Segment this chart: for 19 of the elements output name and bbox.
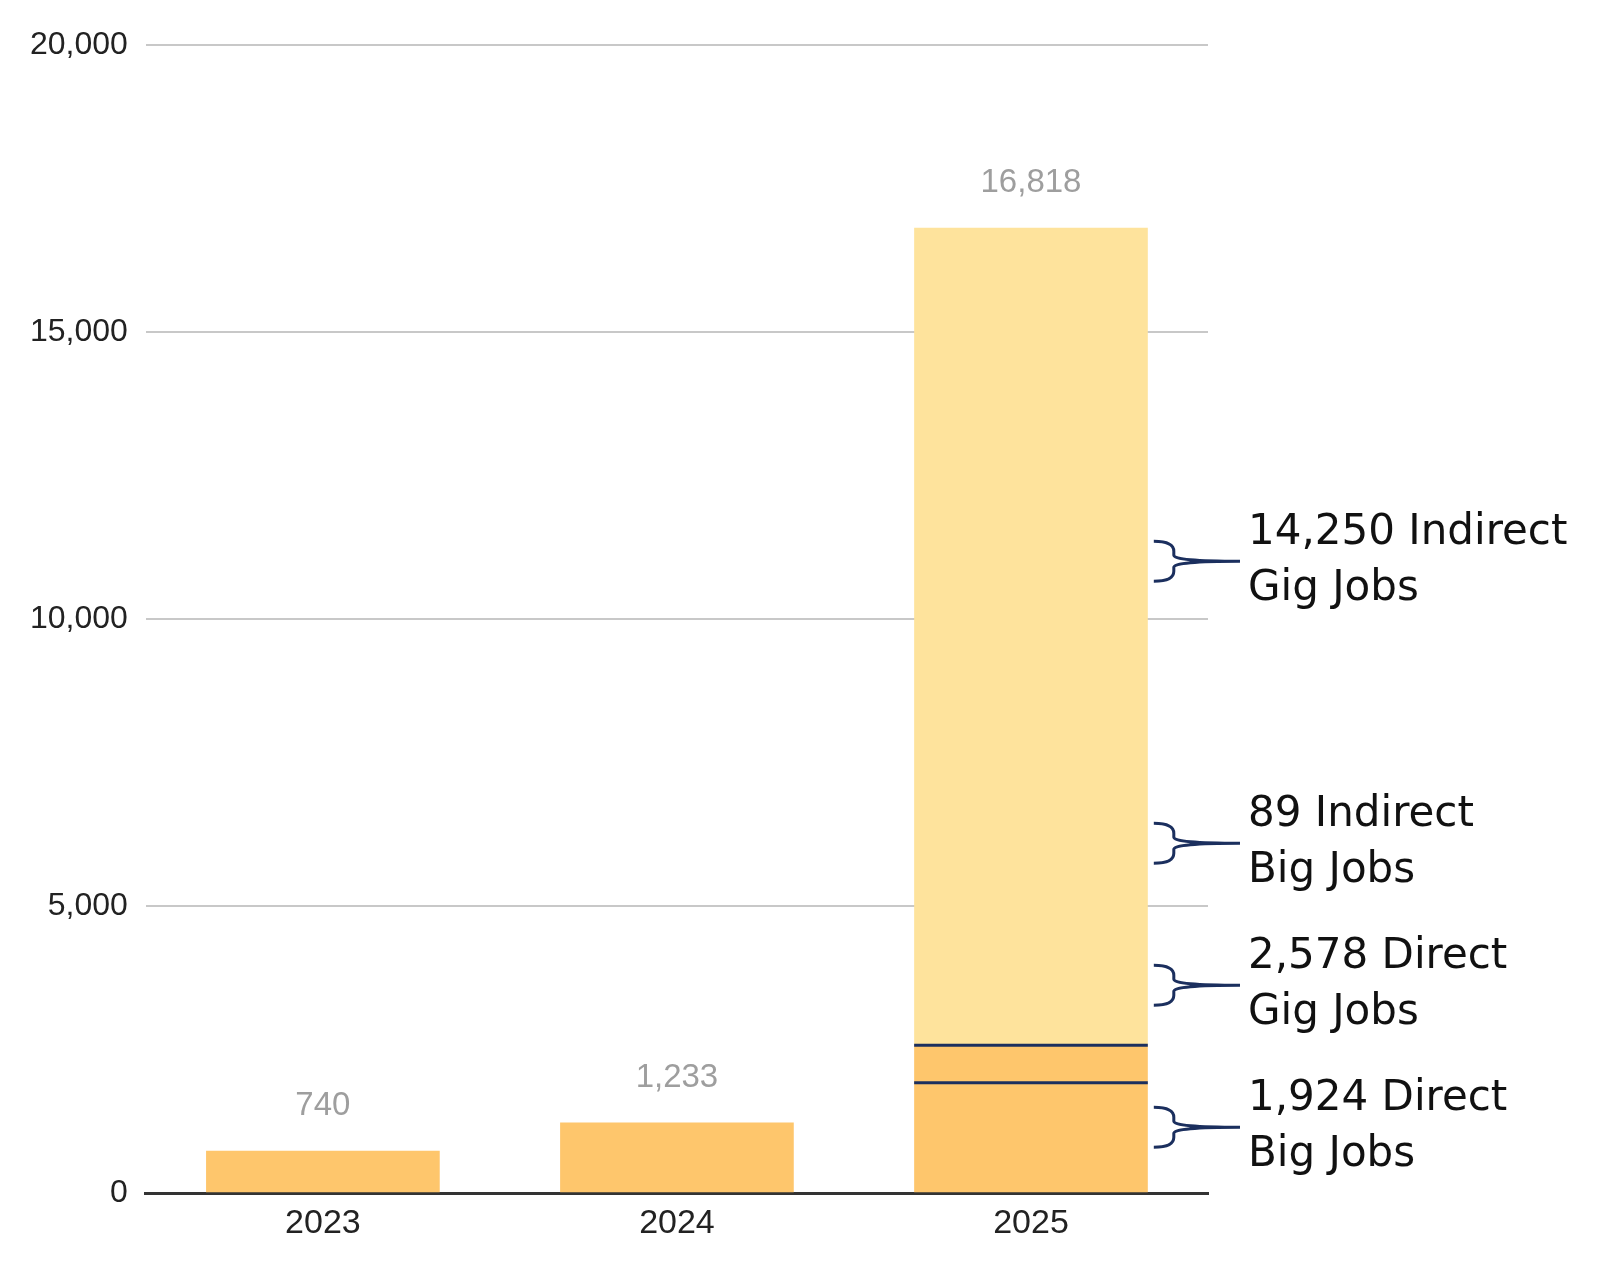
text: 14,250 Indirect Gig Jobs bbox=[1248, 505, 1568, 611]
y-tick-label: 10,000 bbox=[30, 599, 128, 636]
x-tick-label: 2023 bbox=[285, 1201, 361, 1240]
text: 1,924 Direct Big Jobs bbox=[1248, 1071, 1508, 1177]
y-tick-label: 5,000 bbox=[47, 886, 128, 923]
bar bbox=[914, 1082, 1148, 1193]
bar bbox=[206, 1150, 440, 1193]
y-tick-label: 0 bbox=[110, 1173, 128, 1210]
y-tick-label: 15,000 bbox=[30, 312, 128, 349]
x-tick-label: 2025 bbox=[993, 1201, 1069, 1240]
bar bbox=[914, 227, 1148, 1046]
text: 2,578 Direct Gig Jobs bbox=[1248, 929, 1508, 1035]
total-label: 16,818 bbox=[980, 162, 1082, 200]
text: 89 Indirect Big Jobs bbox=[1248, 787, 1474, 893]
total-label: 740 bbox=[295, 1085, 351, 1123]
y-tick-label: 20,000 bbox=[30, 25, 128, 62]
bar bbox=[560, 1122, 794, 1193]
total-label: 1,233 bbox=[635, 1057, 719, 1095]
x-tick-label: 2024 bbox=[639, 1201, 715, 1240]
